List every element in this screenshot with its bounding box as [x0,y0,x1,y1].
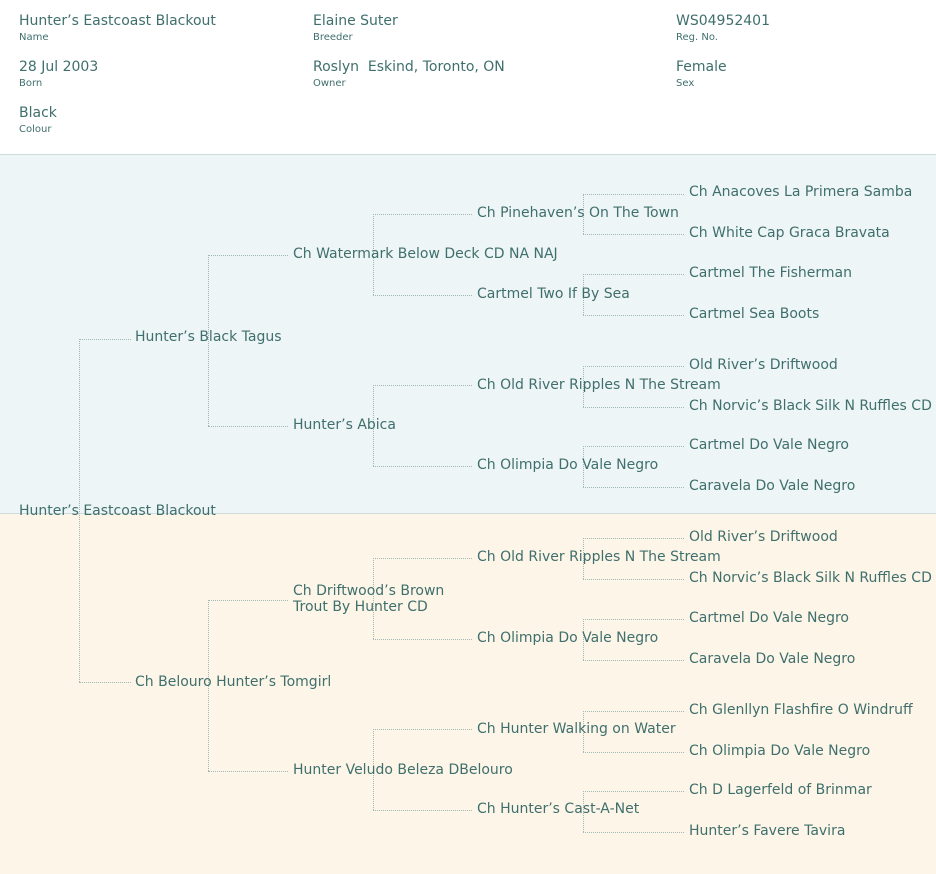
connector-line [583,791,684,792]
connector-line [583,274,584,315]
connector-line [583,274,684,275]
gen4-name: Hunter’s Favere Tavira [689,823,846,839]
dam-side-band [0,514,936,874]
breeder-label: Breeder [313,32,353,43]
gen4-name: Ch Glenllyn Flashfire O Windruff [689,702,913,718]
gen3-name: Ch Olimpia Do Vale Negro [477,457,659,473]
connector-line [583,619,584,660]
connector-line [373,385,472,386]
gen4-name: Cartmel Do Vale Negro [689,437,849,453]
dam-name: Ch Belouro Hunter’s Tomgirl [135,674,332,690]
colour-value: Black [19,105,57,121]
connector-line [583,366,584,407]
born-label: Born [19,78,43,89]
connector-line [583,194,684,195]
sire-sire-name: Ch Watermark Below Deck CD NA NAJ [293,246,558,262]
connector-line [583,234,684,235]
connector-line [373,295,472,296]
gen3-name: Ch Olimpia Do Vale Negro [477,630,659,646]
subject-name: Hunter’s Eastcoast Blackout [19,503,216,519]
connector-line [373,810,472,811]
connector-line [583,711,684,712]
gen4-name: Cartmel Do Vale Negro [689,610,849,626]
connector-line [208,600,288,601]
gen3-name: Ch Hunter Walking on Water [477,721,676,737]
breeder-field: Elaine Suter Breeder [313,13,398,44]
connector-line [583,832,684,833]
colour-label: Colour [19,124,52,135]
connector-line [583,446,584,487]
connector-line [208,426,288,427]
connector-line [583,538,584,579]
connector-line [583,366,684,367]
gen4-name: Caravela Do Vale Negro [689,478,856,494]
dam-sire-name: Ch Driftwood’s Brown Trout By Hunter CD [293,583,445,615]
gen4-name: Ch Anacoves La Primera Samba [689,184,913,200]
connector-line [583,407,684,408]
colour-field: Black Colour [19,105,57,136]
connector-line [583,711,584,752]
connector-line [208,255,288,256]
gen4-name: Old River’s Driftwood [689,529,838,545]
name-value: Hunter’s Eastcoast Blackout [19,13,216,29]
gen3-name: Ch Pinehaven’s On The Town [477,205,679,221]
sire-dam-name: Hunter’s Abica [293,417,396,433]
name-label: Name [19,32,49,43]
gen3-name: Cartmel Two If By Sea [477,286,630,302]
connector-line [583,619,684,620]
connector-line [373,639,472,640]
gen4-name: Ch Norvic’s Black Silk N Ruffles CD [689,398,932,414]
connector-line [373,214,472,215]
connector-line [373,466,472,467]
connector-line [583,660,684,661]
connector-line [373,558,374,639]
reg-no-field: WS04952401 Reg. No. [676,13,770,44]
connector-line [373,385,374,466]
connector-line [79,682,131,683]
connector-line [583,446,684,447]
connector-line [373,729,374,810]
gen4-name: Cartmel Sea Boots [689,306,820,322]
sex-value: Female [676,59,727,75]
connector-line [373,729,472,730]
connector-line [373,214,374,295]
born-value: 28 Jul 2003 [19,59,99,75]
dam-dam-name: Hunter Veludo Beleza DBelouro [293,762,513,778]
owner-field: Roslyn Eskind, Toronto, ON Owner [313,59,505,90]
connector-line [583,194,584,234]
dog-info-header: Hunter’s Eastcoast Blackout Name Elaine … [0,0,936,155]
gen4-name: Ch Olimpia Do Vale Negro [689,743,871,759]
gen4-name: Ch White Cap Graca Bravata [689,225,890,241]
connector-line [583,487,684,488]
gen4-name: Cartmel The Fisherman [689,265,852,281]
reg-no-value: WS04952401 [676,13,770,29]
connector-line [583,791,584,832]
born-field: 28 Jul 2003 Born [19,59,98,90]
gen3-name: Ch Hunter’s Cast-A-Net [477,801,640,817]
breeder-value: Elaine Suter [313,13,398,29]
connector-line [583,315,684,316]
gen4-name: Caravela Do Vale Negro [689,651,856,667]
connector-line [583,579,684,580]
gen4-name: Old River’s Driftwood [689,357,838,373]
reg-no-label: Reg. No. [676,32,718,43]
connector-line [208,771,288,772]
gen4-name: Ch Norvic’s Black Silk N Ruffles CD [689,570,932,586]
sire-name: Hunter’s Black Tagus [135,329,282,345]
owner-label: Owner [313,78,346,89]
sex-field: Female Sex [676,59,727,90]
connector-line [208,600,209,771]
gen3-name: Ch Old River Ripples N The Stream [477,377,721,393]
connector-line [583,538,684,539]
name-field: Hunter’s Eastcoast Blackout Name [19,13,216,44]
gen4-name: Ch D Lagerfeld of Brinmar [689,782,872,798]
connector-line [373,558,472,559]
gen3-name: Ch Old River Ripples N The Stream [477,549,721,565]
connector-line [208,255,209,426]
connector-line [79,339,80,682]
owner-value: Roslyn Eskind, Toronto, ON [313,59,505,75]
connector-line [583,752,684,753]
sex-label: Sex [676,78,695,89]
connector-line [79,339,131,340]
